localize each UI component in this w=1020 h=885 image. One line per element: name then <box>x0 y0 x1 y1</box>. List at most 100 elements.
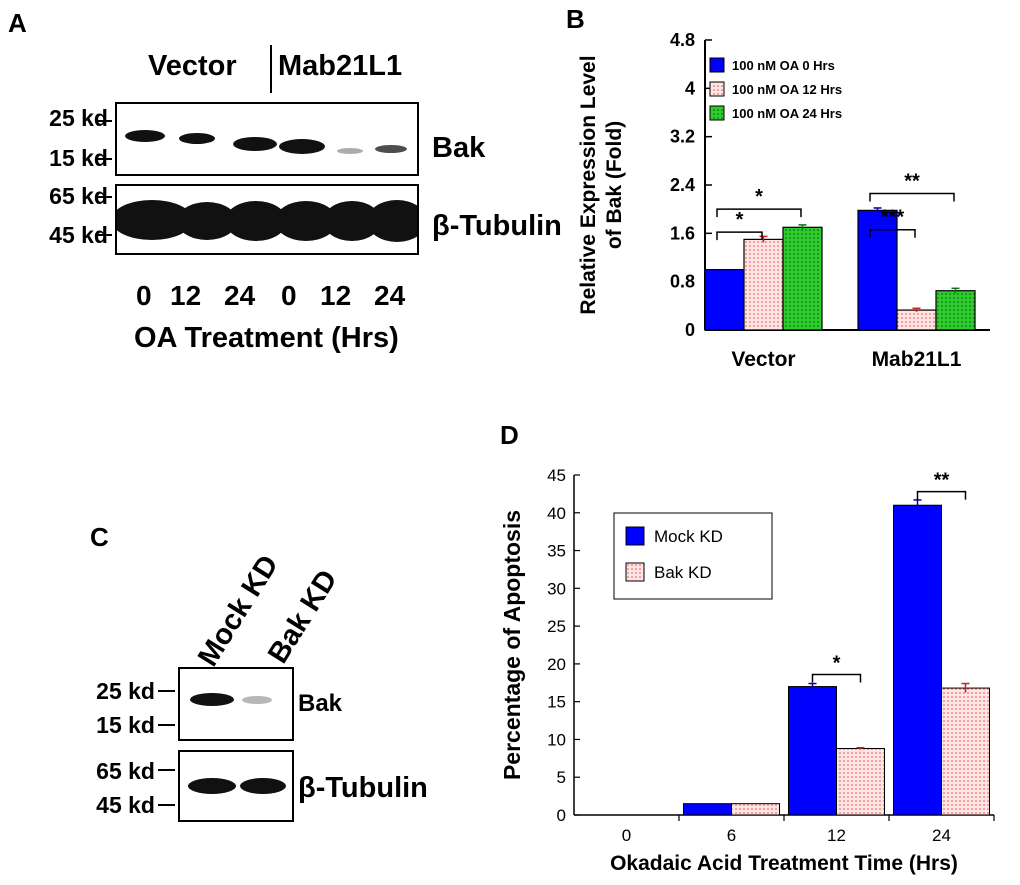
legend-swatch <box>625 526 645 546</box>
bar-24-0 <box>893 504 942 816</box>
legend-swatch <box>709 57 725 73</box>
legend-swatch <box>709 81 725 97</box>
blot-a-marker-15kd: 15 kd <box>49 145 108 171</box>
blot-a-marker-tick <box>95 158 112 160</box>
x-tick-label: 12 <box>827 826 846 845</box>
bar-vector-0 <box>704 268 745 331</box>
legend-label: 100 nM OA 0 Hrs <box>732 58 835 73</box>
blot-a-marker-tick <box>95 234 112 236</box>
panel-label-a: A <box>8 8 27 38</box>
bar-12-1 <box>836 748 885 816</box>
blot-band <box>279 139 325 154</box>
sig-bracket-vector-24-label: * <box>755 186 763 208</box>
blot-band <box>179 133 215 144</box>
y-tick-label: 3.2 <box>670 127 695 147</box>
sig-bracket-vector-12-label: * <box>736 209 744 231</box>
sig-bracket-mab-24 <box>869 192 955 202</box>
blot-band <box>367 200 417 242</box>
blot-band <box>125 130 165 142</box>
blot-a-lane-24: 24 <box>224 280 256 311</box>
panel-label-c: C <box>90 522 109 552</box>
blot-band <box>375 145 407 153</box>
sig-bracket-24h-label: ** <box>934 470 950 492</box>
panel-label-b: B <box>566 4 585 34</box>
blot-a-header-mab21l1: Mab21L1 <box>278 50 403 82</box>
blot-a-lane-24: 24 <box>374 280 406 311</box>
x-tick-label: Mab21L1 <box>872 348 962 371</box>
y-tick-label: 30 <box>547 579 566 598</box>
sig-bracket-12h-label: * <box>833 652 841 674</box>
panel-label-d: D <box>500 420 519 450</box>
sig-bracket-12h <box>811 673 862 683</box>
y-tick-label: 15 <box>547 693 566 712</box>
legend-swatch <box>709 105 725 121</box>
blot-c-bak-membrane <box>178 667 294 741</box>
bar-12-0 <box>788 686 837 816</box>
blot-a-label-tubulin: β-Tubulin <box>432 210 562 242</box>
y-tick-label: 5 <box>557 768 566 787</box>
legend-label: Mock KD <box>654 527 723 546</box>
y-axis-label: Relative Expression Level of Bak (Fold) <box>577 55 626 314</box>
sig-bracket-vector-24 <box>716 208 802 218</box>
y-tick-label: 0.8 <box>670 272 695 292</box>
blot-a-label-bak: Bak <box>432 132 486 164</box>
legend-box <box>613 512 773 600</box>
y-axis-label-line: Relative Expression Level <box>577 55 600 314</box>
legend-swatch <box>625 562 645 582</box>
blot-band <box>242 696 272 704</box>
blot-c-marker-45kd: 45 kd <box>96 792 155 818</box>
y-tick-label: 40 <box>547 504 566 523</box>
x-axis-label: Okadaic Acid Treatment Time (Hrs) <box>610 852 958 875</box>
blot-a-marker-tick <box>95 120 112 122</box>
x-tick-label: 6 <box>727 826 736 845</box>
bar-6-0 <box>683 803 732 816</box>
blot-a-marker-65kd: 65 kd <box>49 183 108 209</box>
y-tick-label: 25 <box>547 617 566 636</box>
blot-a-xlabel: OA Treatment (Hrs) <box>134 322 399 354</box>
y-tick-label: 0 <box>685 320 695 340</box>
sig-bracket-24h <box>916 490 967 500</box>
blot-c-marker-25kd: 25 kd <box>96 678 155 704</box>
blot-c-marker-15kd: 15 kd <box>96 712 155 738</box>
blot-band <box>233 137 277 151</box>
y-tick-label: 1.6 <box>670 223 695 243</box>
blot-a-lane-12: 12 <box>170 280 202 311</box>
blot-band <box>240 778 286 794</box>
x-tick-label: 0 <box>622 826 631 845</box>
sig-bracket-vector-12 <box>716 231 763 241</box>
bar-mab21l1-2 <box>935 290 976 331</box>
blot-a-marker-45kd: 45 kd <box>49 222 108 248</box>
y-tick-label: 2.4 <box>670 175 695 195</box>
legend-label: 100 nM OA 12 Hrs <box>732 82 842 97</box>
blot-c-label-bak: Bak <box>298 690 343 717</box>
blot-a-lane-0: 0 <box>136 280 152 311</box>
y-tick-label: 45 <box>547 466 566 485</box>
blot-a-bak-membrane <box>115 102 419 176</box>
blot-a-lane-12: 12 <box>320 280 352 311</box>
sig-bracket-mab-12-label: *** <box>881 207 905 229</box>
y-tick-label: 0 <box>557 806 566 825</box>
bar-24-1 <box>941 687 990 816</box>
blot-a-header-divider <box>270 45 272 93</box>
legend-label: Bak KD <box>654 563 712 582</box>
bar-vector-1 <box>743 238 784 331</box>
chart-b: 0 0.8 1.6 2.4 3.2 4 4.8 Relative Expression Lev… <box>577 30 990 371</box>
bar-vector-2 <box>782 226 823 331</box>
y-tick-label: 20 <box>547 655 566 674</box>
blot-a-marker-25kd: 25 kd <box>49 105 108 131</box>
y-tick-label: 4 <box>685 78 695 98</box>
blot-c-marker-tick <box>158 804 175 806</box>
blot-c-tubulin-membrane <box>178 750 294 822</box>
blot-a-marker-tick <box>95 196 112 198</box>
blot-c-marker-65kd: 65 kd <box>96 758 155 784</box>
chart-d: 0 5 10 15 20 25 30 35 40 45 Percentage of Apoptosi… <box>499 466 995 875</box>
blot-band <box>188 778 236 794</box>
blot-c-label-tubulin: β-Tubulin <box>298 772 428 804</box>
sig-bracket-mab-12 <box>869 228 916 238</box>
blot-band <box>337 148 363 154</box>
y-axis-label-line: of Bak (Fold) <box>603 121 626 249</box>
y-axis-label: Percentage of Apoptosis <box>499 510 525 780</box>
sig-bracket-mab-24-label: ** <box>904 170 920 192</box>
y-tick-label: 35 <box>547 542 566 561</box>
blot-a-header-vector: Vector <box>148 50 237 82</box>
